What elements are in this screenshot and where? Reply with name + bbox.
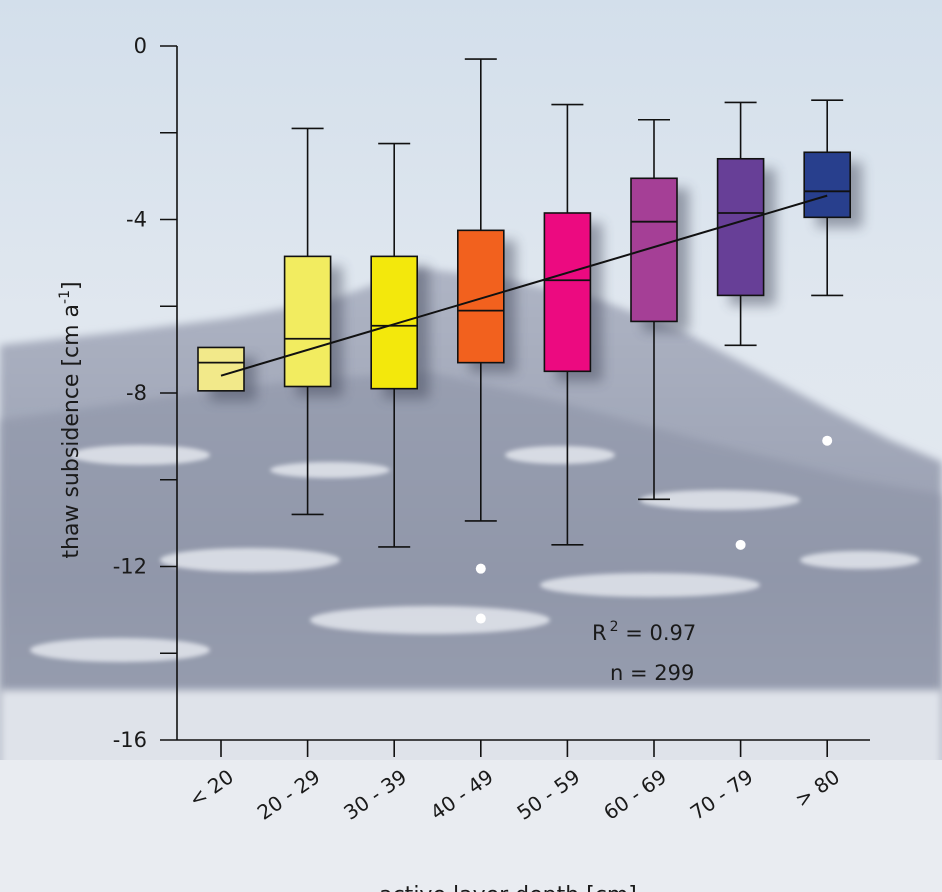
- y-tick-label: -8: [126, 381, 147, 405]
- outlier-point: [475, 613, 486, 624]
- x-tick-label: > 80: [791, 764, 845, 812]
- box: [283, 255, 332, 388]
- x-tick-label: 40 - 49: [426, 764, 498, 824]
- y-tick-label: -12: [113, 555, 147, 579]
- trend-line: [220, 194, 828, 377]
- x-tick-label: < 20: [184, 764, 238, 812]
- box: [803, 151, 852, 219]
- outlier-point: [475, 563, 486, 574]
- x-tick-label: 60 - 69: [599, 764, 671, 824]
- box: [630, 177, 678, 323]
- y-tick-label: 0: [134, 34, 147, 58]
- outlier-point: [822, 435, 833, 446]
- box: [197, 346, 245, 392]
- outlier-point: [735, 539, 746, 550]
- x-tick-label: 20 - 29: [253, 764, 325, 824]
- box: [456, 229, 505, 364]
- x-tick-label: 50 - 59: [512, 764, 584, 824]
- x-tick-label: 30 - 39: [339, 764, 411, 824]
- box: [543, 212, 592, 373]
- box: [370, 255, 419, 390]
- sample-size-label: n = 299: [610, 661, 694, 685]
- x-tick-label: 70 - 79: [686, 764, 758, 824]
- y-tick-label: -4: [126, 208, 147, 232]
- y-axis-title: thaw subsidence [cm a-1]: [57, 281, 84, 558]
- x-axis-title: active layer depth [cm]: [379, 883, 637, 892]
- y-tick-label: -16: [113, 728, 147, 752]
- box: [716, 157, 765, 297]
